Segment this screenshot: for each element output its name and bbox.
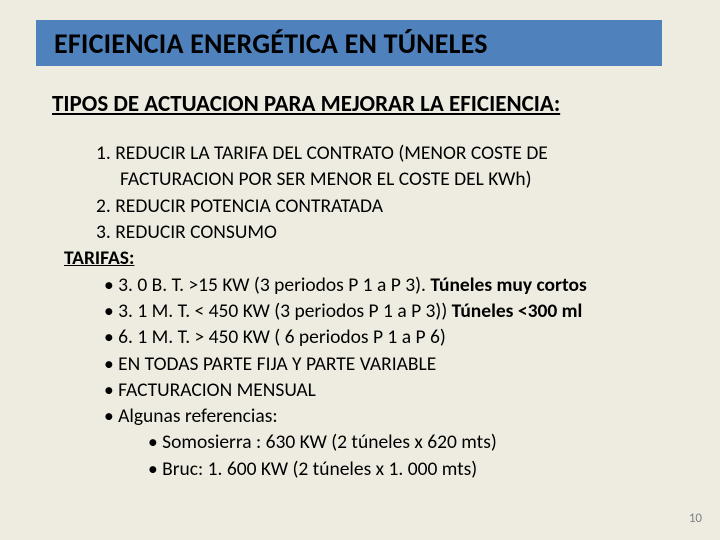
item-3: 3. REDUCIR CONSUMO: [64, 219, 664, 245]
references-heading: • Algunas referencias:: [64, 403, 664, 429]
tarifa-31: • 3. 1 M. T. < 450 KW (3 periodos P 1 a …: [64, 298, 664, 324]
tarifa-note-fixed-variable: • EN TODAS PARTE FIJA Y PARTE VARIABLE: [64, 351, 664, 377]
slide-title: EFICIENCIA ENERGÉTICA EN TÚNELES: [54, 26, 488, 61]
reference-somosierra: • Somosierra : 630 KW (2 túneles x 620 m…: [64, 429, 664, 455]
reference-bruc: • Bruc: 1. 600 KW (2 túneles x 1. 000 mt…: [64, 456, 664, 482]
slide-subtitle: TIPOS DE ACTUACION PARA MEJORAR LA EFICI…: [52, 90, 560, 118]
tarifas-heading: TARIFAS:: [64, 245, 664, 271]
page-number: 10: [689, 511, 702, 526]
tarifa-30-bold: Túneles muy cortos: [430, 273, 586, 297]
title-bar: EFICIENCIA ENERGÉTICA EN TÚNELES: [36, 20, 662, 66]
tarifa-61: • 6. 1 M. T. > 450 KW ( 6 periodos P 1 a…: [64, 324, 664, 350]
tarifa-31-bold: Túneles <300 ml: [452, 299, 583, 323]
item-2: 2. REDUCIR POTENCIA CONTRATADA: [64, 193, 664, 219]
tarifa-30-text: • 3. 0 B. T. >15 KW (3 periodos P 1 a P …: [104, 273, 430, 297]
tarifa-31-text: • 3. 1 M. T. < 450 KW (3 periodos P 1 a …: [104, 299, 452, 323]
slide-body: 1. REDUCIR LA TARIFA DEL CONTRATO (MENOR…: [64, 140, 664, 482]
item-1-line-a: 1. REDUCIR LA TARIFA DEL CONTRATO (MENOR…: [64, 140, 664, 166]
tarifa-note-monthly: • FACTURACION MENSUAL: [64, 377, 664, 403]
tarifa-30: • 3. 0 B. T. >15 KW (3 periodos P 1 a P …: [64, 272, 664, 298]
item-1-line-b: FACTURACION POR SER MENOR EL COSTE DEL K…: [64, 166, 664, 192]
